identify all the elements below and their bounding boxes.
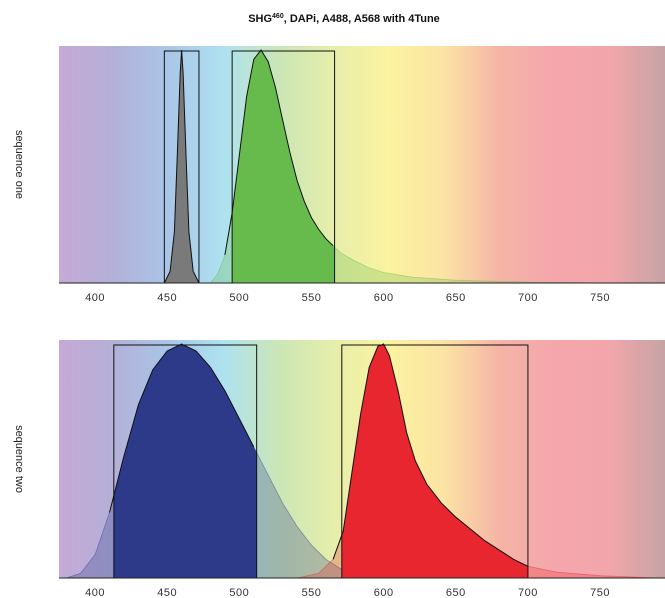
panel-label: sequence two <box>13 425 25 493</box>
chart-title: SHG460, DAPi, A488, A568 with 4Tune <box>248 13 440 25</box>
tick-label: 700 <box>518 587 538 598</box>
tick-label: 450 <box>157 587 177 598</box>
tick-label: 400 <box>85 587 105 598</box>
curve-a568 <box>332 343 529 567</box>
tick-label: 550 <box>302 587 322 598</box>
panel-label: sequence one <box>13 130 25 199</box>
collected-a568 <box>341 344 528 578</box>
tick-label: 700 <box>518 292 538 304</box>
tick-label: 750 <box>590 292 610 304</box>
tick-label: 600 <box>374 587 394 598</box>
tick-label: 450 <box>157 292 177 304</box>
curve-shg460 <box>163 49 200 284</box>
curve-dapi <box>109 343 255 513</box>
collected-a488 <box>232 50 335 283</box>
panel-2: 400 450 500 550 600 650 700 750 sequence two <box>13 340 665 598</box>
spectrum-background <box>59 46 665 283</box>
collected-shg460 <box>164 50 199 283</box>
tick-label: 400 <box>85 292 105 304</box>
tick-label: 500 <box>229 587 249 598</box>
panel-1: 400 450 500 550 600 650 700 750 sequence one <box>13 46 665 304</box>
tick-label: 650 <box>446 587 466 598</box>
tick-label: 650 <box>446 292 466 304</box>
curve-a488 <box>224 49 334 256</box>
tick-label: 500 <box>229 292 249 304</box>
tick-label: 550 <box>302 292 322 304</box>
tick-label: 600 <box>374 292 394 304</box>
tick-label: 750 <box>590 587 610 598</box>
collected-dapi <box>113 344 257 578</box>
